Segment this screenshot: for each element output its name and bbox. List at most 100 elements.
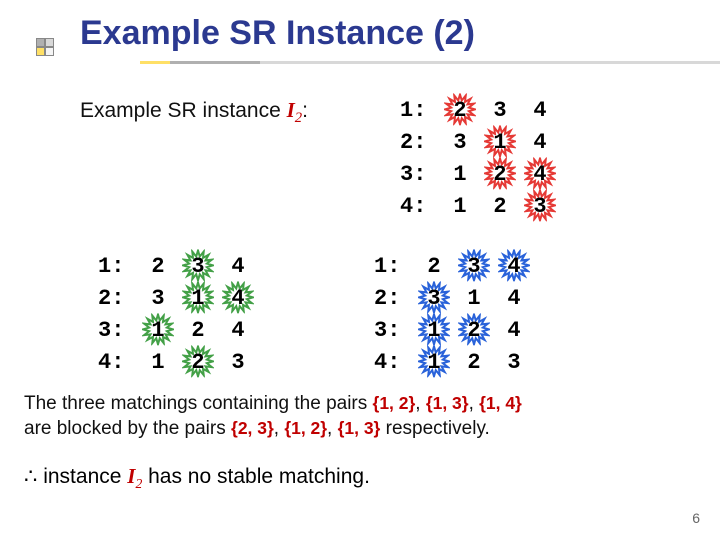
conclude-t1: instance xyxy=(37,465,127,488)
pref-value: 1 xyxy=(151,318,164,343)
comma-3: , xyxy=(274,418,285,439)
pref-value: 2 xyxy=(467,350,480,375)
pref-value: 4 xyxy=(533,130,546,155)
pref-cell: 2 xyxy=(454,318,494,343)
table-row: 3:124 xyxy=(374,314,534,346)
pref-value: 3 xyxy=(493,98,506,123)
pref-cell: 1 xyxy=(138,318,178,343)
pref-table-botleft: 1:2342:3143:1244:123 xyxy=(98,250,258,378)
pair-4: {2, 3} xyxy=(231,418,274,438)
pref-cell: 1 xyxy=(414,318,454,343)
pref-cell: 1 xyxy=(454,286,494,311)
pref-table-topright: 1:2342:3143:1244:123 xyxy=(400,94,560,222)
table-row: 1: 2 34 xyxy=(374,250,534,282)
row-label: 3: xyxy=(98,318,138,343)
pref-value: 3 xyxy=(151,286,164,311)
subheading: Example SR instance I2: xyxy=(80,94,360,127)
table-row: 4:123 xyxy=(374,346,534,378)
pref-cell: 2 xyxy=(138,254,178,279)
pref-value: 1 xyxy=(467,286,480,311)
pref-value: 1 xyxy=(427,350,440,375)
row-label: 3: xyxy=(400,162,440,187)
pref-cell: 2 xyxy=(454,350,494,375)
row-label: 2: xyxy=(400,130,440,155)
title-accent-icon xyxy=(36,38,54,56)
explain-t1: The three matchings containing the pairs xyxy=(24,393,373,414)
title-bar: Example SR Instance (2) xyxy=(0,0,720,70)
table-row: 1:234 xyxy=(98,250,258,282)
pref-value: 2 xyxy=(191,318,204,343)
pref-value: 2 xyxy=(493,194,506,219)
therefore-symbol: ∴ xyxy=(24,465,37,488)
pref-value: 4 xyxy=(231,318,244,343)
table-row: 3: 1 2 4 xyxy=(98,314,258,346)
table-row: 4: 1 2 3 xyxy=(98,346,258,378)
pref-table-botright: 1:2342:3143:1244:123 xyxy=(374,250,534,378)
pair-1: {1, 2} xyxy=(373,393,416,413)
pref-cell: 4 xyxy=(218,318,258,343)
pref-cell: 1 xyxy=(440,194,480,219)
page-number: 6 xyxy=(692,510,700,526)
pref-cell: 4 xyxy=(218,286,258,311)
pref-cell: 3 xyxy=(454,254,494,279)
pref-cell: 3 xyxy=(414,286,454,311)
pref-value: 4 xyxy=(507,286,520,311)
subheading-colon: : xyxy=(302,99,308,122)
bottom-text-area: The three matchings containing the pairs… xyxy=(24,391,692,492)
table-row: 2: 3 1 4 xyxy=(98,282,258,314)
table-row: 3:124 xyxy=(400,158,560,190)
pref-value: 3 xyxy=(427,286,440,311)
pref-cell: 4 xyxy=(218,254,258,279)
pref-value: 4 xyxy=(507,318,520,343)
pref-value: 4 xyxy=(231,254,244,279)
pair-6: {1, 3} xyxy=(338,418,381,438)
pref-cell: 4 xyxy=(494,254,534,279)
pref-cell: 2 xyxy=(178,350,218,375)
pref-cell: 2 xyxy=(480,162,520,187)
pref-cell: 4 xyxy=(520,98,560,123)
pref-value: 2 xyxy=(191,350,204,375)
pref-cell: 3 xyxy=(520,194,560,219)
conclusion: ∴ instance I2 has no stable matching. xyxy=(24,464,692,492)
pref-value: 3 xyxy=(467,254,480,279)
pref-value: 4 xyxy=(533,162,546,187)
table-row: 2:314 xyxy=(374,282,534,314)
subheading-prefix: Example SR instance xyxy=(80,99,287,122)
pref-cell: 1 xyxy=(440,162,480,187)
pref-cell: 3 xyxy=(440,130,480,155)
pref-cell: 3 xyxy=(178,254,218,279)
explain-t2: are blocked by the pairs xyxy=(24,418,231,439)
pair-5: {1, 2} xyxy=(284,418,327,438)
pref-value: 3 xyxy=(191,254,204,279)
pref-cell: 1 xyxy=(414,350,454,375)
pref-value: 2 xyxy=(151,254,164,279)
subheading-var: I xyxy=(287,98,295,122)
pref-value: 1 xyxy=(151,350,164,375)
pref-cell: 2 xyxy=(480,194,520,219)
pref-value: 1 xyxy=(191,286,204,311)
pref-cell: 2 xyxy=(414,254,454,279)
pref-value: 3 xyxy=(453,130,466,155)
row-label: 4: xyxy=(98,350,138,375)
slide-title: Example SR Instance (2) xyxy=(80,14,720,53)
pref-cell: 3 xyxy=(218,350,258,375)
explain-t3: respectively. xyxy=(380,418,489,439)
explain-text: The three matchings containing the pairs… xyxy=(24,391,692,442)
table-row: 2:314 xyxy=(400,126,560,158)
pref-value: 4 xyxy=(231,286,244,311)
pref-value: 4 xyxy=(533,98,546,123)
pref-cell: 3 xyxy=(138,286,178,311)
row-label: 1: xyxy=(374,254,414,279)
content-area: Example SR instance I2: 1:2342:3143:1244… xyxy=(0,70,720,378)
table-row: 1:234 xyxy=(400,94,560,126)
pref-cell: 4 xyxy=(520,130,560,155)
pref-cell: 4 xyxy=(520,162,560,187)
pref-cell: 2 xyxy=(440,98,480,123)
pref-cell: 4 xyxy=(494,286,534,311)
table-row: 4:123 xyxy=(400,190,560,222)
pref-value: 3 xyxy=(231,350,244,375)
pref-value: 2 xyxy=(427,254,440,279)
row-label: 2: xyxy=(98,286,138,311)
pref-value: 3 xyxy=(533,194,546,219)
comma-2: , xyxy=(469,393,480,414)
